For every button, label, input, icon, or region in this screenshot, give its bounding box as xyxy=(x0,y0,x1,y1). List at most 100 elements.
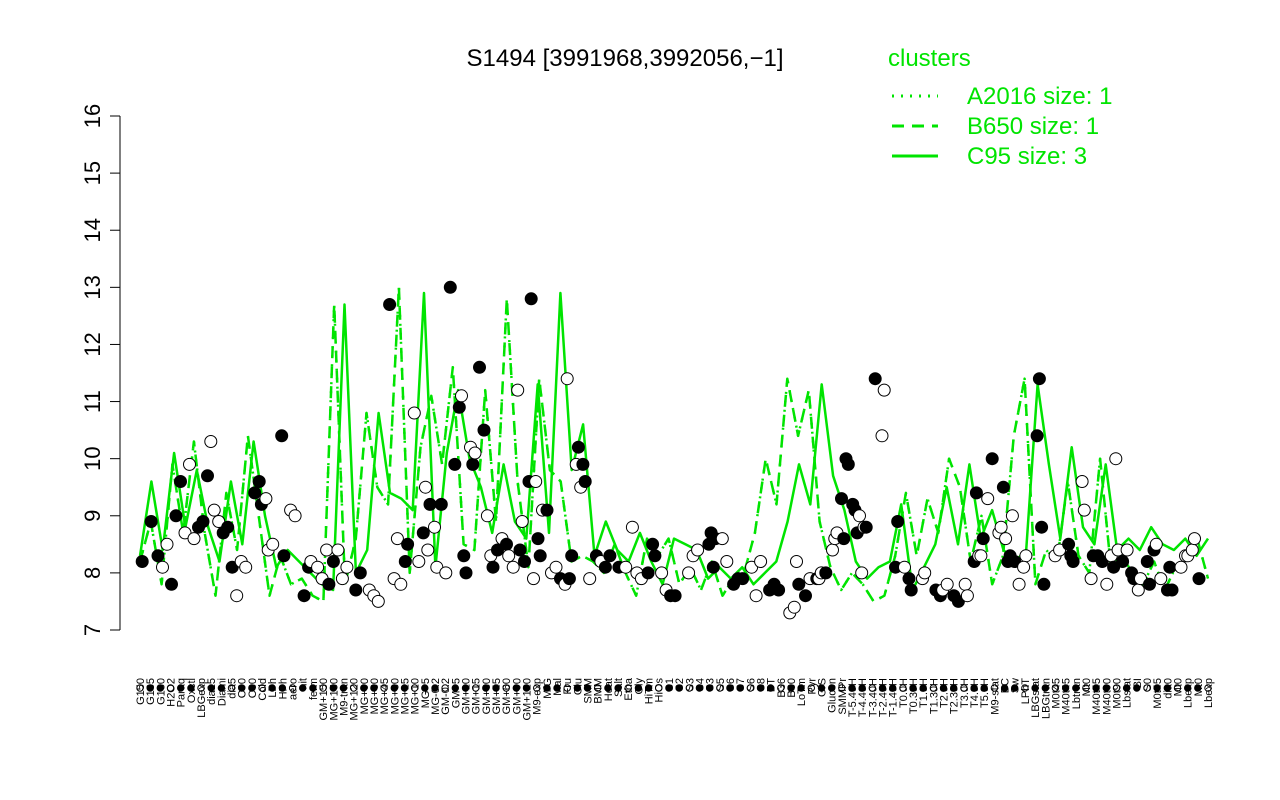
x-tick-label: T-5.40H xyxy=(847,678,859,717)
data-point-filled xyxy=(448,457,462,471)
x-tick-marker xyxy=(349,684,358,692)
x-tick-label: S3 xyxy=(705,678,717,691)
x-tick-label: Cold xyxy=(257,678,269,701)
x-tick-marker xyxy=(909,684,917,692)
data-point-open xyxy=(1154,572,1168,586)
x-tick-label: GM+30 xyxy=(481,678,493,714)
x-tick-marker xyxy=(166,684,175,692)
data-point-open xyxy=(691,543,705,557)
data-point-filled xyxy=(353,566,367,580)
data-point-filled xyxy=(646,537,660,551)
y-tick-label: 9 xyxy=(80,510,105,522)
x-tick-marker xyxy=(512,684,520,692)
x-tick-marker xyxy=(675,684,683,692)
x-tick-label: Mt0 xyxy=(1193,678,1205,696)
x-tick-marker xyxy=(502,684,510,692)
data-point-filled xyxy=(135,555,149,568)
x-tick-label: nit xyxy=(298,678,310,690)
series-line-solid xyxy=(138,291,1210,592)
x-tick-marker xyxy=(766,684,775,692)
x-tick-marker xyxy=(899,684,907,692)
x-tick-marker xyxy=(309,684,317,692)
x-tick-marker xyxy=(665,684,673,692)
data-point-filled xyxy=(891,515,905,528)
data-point-filled xyxy=(603,549,617,563)
x-tick-label: aero xyxy=(288,678,300,700)
data-point-filled xyxy=(513,543,527,557)
x-tick-label: S6 xyxy=(745,678,757,691)
x-tick-marker xyxy=(1072,684,1080,692)
data-point-filled xyxy=(859,520,873,534)
x-tick-marker xyxy=(878,684,887,692)
legend: clusters A2016 size: 1 B650 size: 1 C95 … xyxy=(888,45,1112,170)
x-tick-marker xyxy=(563,684,571,692)
data-point-filled xyxy=(1062,537,1076,551)
data-point-filled xyxy=(668,589,682,603)
x-tick-marker xyxy=(624,684,632,692)
x-tick-label: T-2.40H xyxy=(878,678,890,717)
x-tick-marker xyxy=(1092,684,1100,692)
x-axis: G150G135G180H2O2ParaqOxctlLBGexpdia15Dia… xyxy=(135,677,1215,720)
data-point-filled xyxy=(297,589,311,603)
x-tick-label: Mal xyxy=(552,678,564,696)
data-point-open xyxy=(999,532,1013,546)
data-point-open xyxy=(439,566,453,580)
x-tick-label: T5.0H xyxy=(979,678,991,708)
x-tick-marker xyxy=(522,684,531,692)
data-point-open xyxy=(371,594,385,608)
x-tick-marker xyxy=(553,684,561,692)
data-point-open xyxy=(583,572,597,586)
data-point-filled xyxy=(221,520,235,534)
x-tick-marker xyxy=(461,684,470,692)
x-tick-label: C90 xyxy=(237,678,249,698)
data-point-filled xyxy=(533,549,547,563)
data-point-filled xyxy=(423,497,437,511)
series-lines xyxy=(138,286,1210,603)
data-point-filled xyxy=(1037,577,1051,591)
x-tick-marker xyxy=(1143,684,1151,692)
x-tick-label: GM+60 xyxy=(501,678,513,714)
x-tick-marker xyxy=(1184,684,1192,692)
data-point-filled xyxy=(248,486,262,500)
x-tick-marker xyxy=(1011,684,1019,692)
x-tick-label: LPh xyxy=(267,678,279,698)
x-tick-label: M40t90 xyxy=(1101,678,1113,715)
x-tick-label: dia5 xyxy=(227,678,239,699)
data-point-filled xyxy=(565,549,579,563)
x-tick-marker xyxy=(492,684,500,692)
x-tick-label: BMM xyxy=(593,678,605,704)
x-tick-label: T1.0H xyxy=(918,678,930,708)
x-tick-marker xyxy=(451,684,459,692)
series-line-dashed xyxy=(138,286,1210,603)
x-tick-marker xyxy=(848,684,856,692)
x-tick-label: B36 xyxy=(776,678,788,698)
data-point-open xyxy=(720,555,734,568)
data-point-open xyxy=(918,566,932,580)
x-tick-label: Glu xyxy=(572,678,584,695)
x-tick-marker xyxy=(919,684,927,692)
legend-entry-0: A2016 size: 1 xyxy=(967,83,1112,110)
data-point-filled xyxy=(398,555,412,568)
x-tick-label: M9-tran xyxy=(338,678,350,716)
data-point-filled xyxy=(1030,429,1044,443)
data-point-filled xyxy=(736,572,750,586)
x-tick-marker xyxy=(136,684,144,692)
data-point-filled xyxy=(540,503,554,517)
x-tick-label: MG-0.2 xyxy=(430,678,442,715)
data-point-filled xyxy=(571,440,585,454)
data-point-open xyxy=(1131,583,1145,597)
data-point-filled xyxy=(641,566,655,580)
data-point-open xyxy=(335,572,349,586)
x-tick-label: T0.0H xyxy=(898,678,910,708)
data-point-open xyxy=(407,406,421,420)
x-tick-marker xyxy=(227,684,236,692)
y-tick-label: 7 xyxy=(80,624,105,636)
data-point-open xyxy=(230,589,244,603)
x-tick-marker xyxy=(390,684,398,692)
data-point-filled xyxy=(416,526,430,540)
x-tick-label: Mt0 xyxy=(1081,678,1093,696)
x-tick-label: ferm xyxy=(308,678,320,700)
data-point-filled xyxy=(1035,520,1049,534)
data-point-open xyxy=(421,543,435,557)
data-point-filled xyxy=(174,475,187,488)
